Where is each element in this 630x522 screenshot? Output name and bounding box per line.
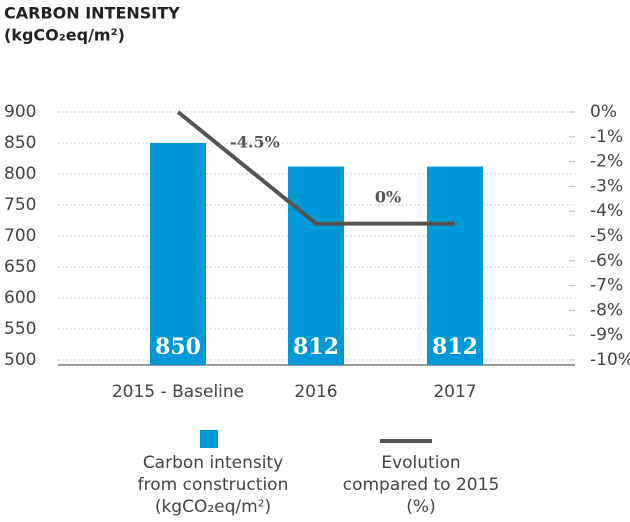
- y-tick-label: 850: [4, 133, 36, 153]
- y2-tick-label: -10%: [590, 350, 630, 370]
- y2-tick-label: -9%: [590, 325, 623, 345]
- y-tick-label: 700: [4, 226, 36, 246]
- y-tick-label: 550: [4, 319, 36, 339]
- chart-title: CARBON INTENSITY: [4, 4, 180, 23]
- annotation: -4.5%: [230, 133, 280, 152]
- legend-swatch: [200, 430, 218, 448]
- y-tick-label: 800: [4, 164, 36, 184]
- chart-subtitle: (kgCO₂eq/m²): [4, 26, 125, 45]
- annotation: 0%: [375, 188, 401, 207]
- x-tick-label: 2015 - Baseline: [112, 382, 244, 402]
- line: [176, 110, 455, 226]
- legend-label: Carbon intensity from construction (kgCO…: [137, 453, 289, 517]
- y2-tick-label: -3%: [590, 176, 623, 196]
- y2-tick-label: -8%: [590, 300, 623, 320]
- y-tick-label: 750: [4, 195, 36, 215]
- y2-tick-label: 0%: [590, 102, 617, 122]
- y2-tick-label: -6%: [590, 251, 623, 271]
- bar-label: 850: [155, 334, 201, 360]
- y-tick-label: 650: [4, 257, 36, 277]
- y2-tick-label: -5%: [590, 226, 623, 246]
- bar-label: 812: [293, 334, 339, 360]
- y-tick-label: 500: [4, 350, 36, 370]
- y-tick-label: 900: [4, 102, 36, 122]
- y2-tick-label: -4%: [590, 201, 623, 221]
- y-tick-label: 600: [4, 288, 36, 308]
- y2-tick-label: -2%: [590, 152, 623, 172]
- legend-label: Evolution compared to 2015 (%): [342, 453, 500, 517]
- y2-tick-label: -1%: [590, 127, 623, 147]
- x-tick-label: 2016: [294, 382, 337, 402]
- x-tick-label: 2017: [433, 382, 476, 402]
- bar: [150, 143, 206, 365]
- bar: [427, 166, 483, 365]
- bar-label: 812: [432, 334, 478, 360]
- y2-tick-label: -7%: [590, 276, 623, 296]
- bar: [288, 166, 344, 365]
